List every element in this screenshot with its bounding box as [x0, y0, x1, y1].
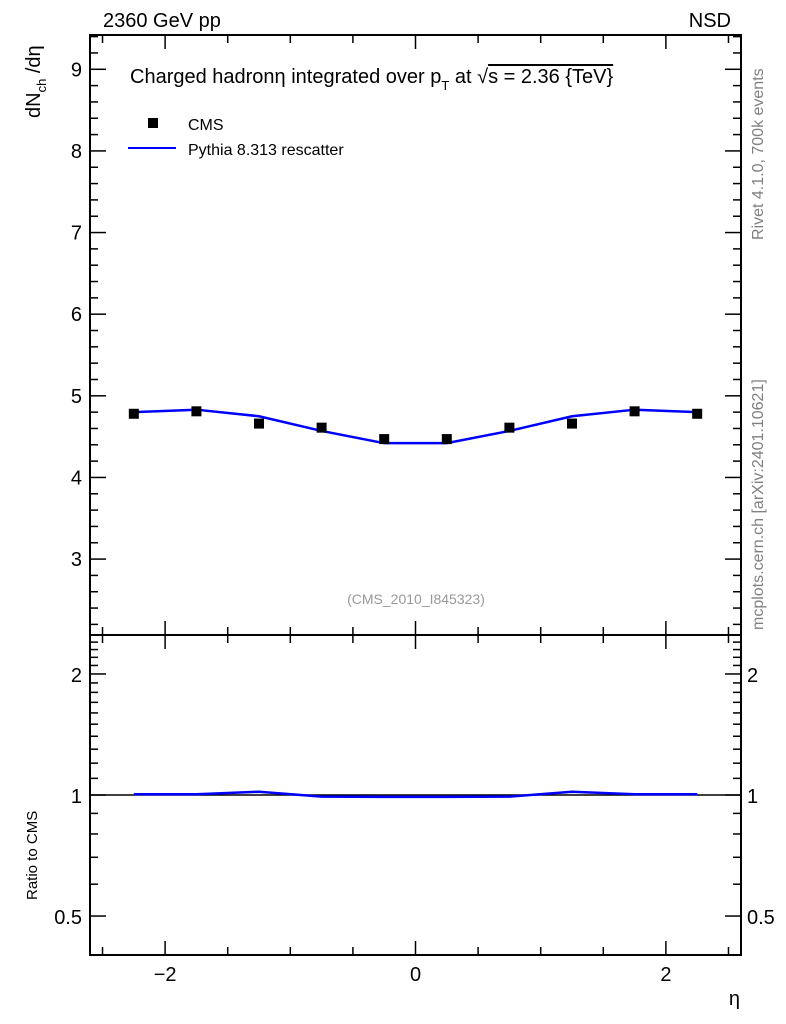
- y-tick-label: 9: [71, 59, 82, 81]
- cms-data-point: [629, 406, 640, 417]
- legend-cms-marker: [148, 118, 158, 128]
- cms-data-point: [128, 408, 139, 419]
- mc-line: [133, 408, 698, 445]
- header-right: NSD: [689, 10, 731, 32]
- y-tick-label: 3: [71, 549, 82, 571]
- x-tick-label: 0: [410, 964, 421, 986]
- cms-data-point: [191, 406, 202, 417]
- chart-title: Charged hadronη integrated over pT at √s…: [130, 66, 613, 93]
- ratio-y-tick-label-right: 0.5: [747, 907, 775, 929]
- y-tick-label: 8: [71, 141, 82, 163]
- x-axis-label: η: [729, 988, 740, 1010]
- ratio-y-tick-label: 2: [71, 665, 82, 687]
- ratio-y-tick-label-right: 1: [747, 786, 758, 808]
- cms-data-point: [441, 434, 452, 445]
- cms-data-point: [254, 418, 265, 429]
- ratio-y-tick-label: 1: [71, 786, 82, 808]
- cms-data-point: [504, 422, 515, 433]
- y-axis-label: dNch /dη: [23, 45, 49, 118]
- cms-data-point: [566, 418, 577, 429]
- header-left: 2360 GeV pp: [103, 10, 221, 32]
- legend-cms-label: CMS: [188, 117, 224, 134]
- y-tick-label: 5: [71, 386, 82, 408]
- cms-data-point: [692, 408, 703, 419]
- cms-data-point: [379, 434, 390, 445]
- y-tick-label: 7: [71, 223, 82, 245]
- ratio-y-tick-label: 0.5: [54, 907, 82, 929]
- ratio-y-tick-label-right: 2: [747, 665, 758, 687]
- analysis-watermark: (CMS_2010_I845323): [347, 591, 485, 607]
- x-tick-label: 2: [660, 964, 671, 986]
- rivet-label: Rivet 4.1.0, 700k events: [750, 68, 767, 240]
- mcplots-label: mcplots.cern.ch [arXiv:2401.10621]: [750, 379, 767, 630]
- ratio-mc-line: [133, 790, 698, 799]
- legend-mc-label: Pythia 8.313 rescatter: [188, 142, 344, 159]
- x-tick-label: −2: [154, 964, 177, 986]
- y-tick-label: 6: [71, 304, 82, 326]
- y-tick-label: 4: [71, 467, 82, 489]
- cms-data-point: [316, 422, 327, 433]
- ratio-y-label: Ratio to CMS: [24, 811, 41, 900]
